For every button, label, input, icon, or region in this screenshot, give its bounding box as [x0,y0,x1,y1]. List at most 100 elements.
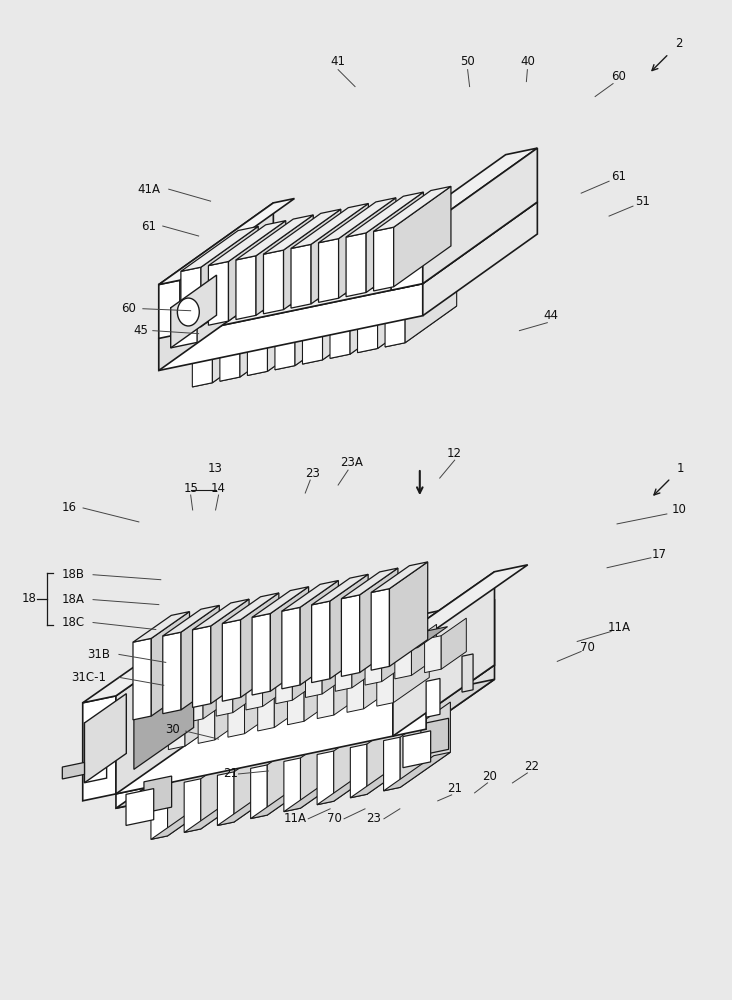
Polygon shape [267,302,319,371]
Polygon shape [275,329,346,370]
Polygon shape [252,587,309,617]
Polygon shape [350,285,402,354]
Polygon shape [133,638,152,720]
Polygon shape [159,284,423,370]
Text: 41: 41 [331,55,346,68]
Polygon shape [141,612,469,716]
Polygon shape [276,667,292,704]
Polygon shape [159,198,294,285]
Text: 30: 30 [165,723,180,736]
Polygon shape [159,203,273,370]
Polygon shape [234,737,284,822]
Polygon shape [184,779,201,832]
Polygon shape [284,758,301,812]
Polygon shape [301,723,351,808]
Polygon shape [138,714,155,756]
Polygon shape [250,780,318,819]
Polygon shape [291,203,368,249]
Text: 41A: 41A [138,183,160,196]
Text: 40: 40 [520,55,535,68]
Text: 20: 20 [482,770,497,783]
Polygon shape [384,752,450,791]
Polygon shape [116,599,495,728]
Polygon shape [83,625,217,703]
Text: 18B: 18B [61,568,85,581]
Polygon shape [263,655,288,706]
Ellipse shape [177,298,199,326]
Polygon shape [168,751,217,836]
Text: 1: 1 [677,462,684,475]
Polygon shape [211,599,249,704]
Polygon shape [116,625,217,794]
Polygon shape [304,658,340,721]
Polygon shape [220,340,291,381]
Polygon shape [220,345,240,381]
Polygon shape [305,661,322,697]
Polygon shape [403,731,430,768]
Polygon shape [317,677,334,719]
Polygon shape [341,568,398,599]
Polygon shape [193,351,212,387]
Polygon shape [366,192,423,292]
Polygon shape [244,670,280,734]
Polygon shape [391,148,537,236]
Polygon shape [209,261,228,325]
Polygon shape [462,654,473,692]
Polygon shape [216,679,233,716]
Polygon shape [240,308,291,377]
Polygon shape [283,209,341,310]
Polygon shape [191,217,494,326]
Polygon shape [252,614,270,695]
Polygon shape [282,581,338,611]
Polygon shape [295,297,346,366]
Polygon shape [284,773,351,812]
Polygon shape [351,759,417,798]
Polygon shape [247,339,267,375]
Polygon shape [217,787,284,826]
Polygon shape [155,689,191,752]
Polygon shape [300,581,338,685]
Text: 60: 60 [612,70,627,83]
Polygon shape [270,587,309,691]
Polygon shape [423,148,537,284]
Polygon shape [426,678,440,717]
Text: 23: 23 [367,812,381,825]
Text: 45: 45 [133,324,149,337]
Polygon shape [312,574,368,605]
Polygon shape [384,737,400,791]
Polygon shape [116,679,495,808]
Polygon shape [425,636,441,673]
Polygon shape [377,664,393,706]
Text: 21: 21 [447,782,462,795]
Polygon shape [351,744,367,798]
Text: 10: 10 [671,503,686,516]
Polygon shape [62,762,84,779]
Polygon shape [187,685,203,722]
Polygon shape [246,673,263,710]
Text: 50: 50 [460,55,475,68]
Polygon shape [159,202,537,338]
Polygon shape [203,668,228,719]
Polygon shape [389,562,427,666]
Polygon shape [323,291,374,360]
Polygon shape [359,568,398,673]
Polygon shape [250,765,267,819]
Polygon shape [371,562,427,592]
Text: 11A: 11A [608,621,630,634]
Text: 23A: 23A [340,456,364,469]
Polygon shape [134,674,194,769]
Polygon shape [217,772,234,826]
Text: 17: 17 [651,548,666,561]
Polygon shape [198,702,214,743]
Text: 60: 60 [122,302,136,315]
Text: 31B: 31B [88,648,111,661]
Text: 18: 18 [22,592,37,605]
Polygon shape [330,322,350,358]
Polygon shape [357,316,378,353]
Polygon shape [193,626,211,707]
Polygon shape [393,639,429,703]
Text: 11A: 11A [284,812,307,825]
Polygon shape [352,637,377,688]
Polygon shape [116,670,393,794]
Polygon shape [291,244,311,308]
